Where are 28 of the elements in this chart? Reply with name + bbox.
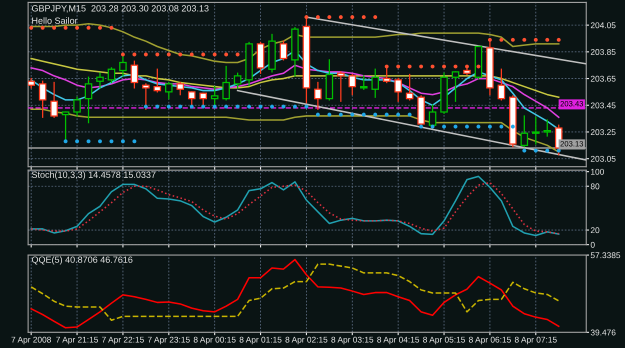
y-tick-label: 203.25	[590, 129, 616, 136]
y-tick-label: 39.476	[590, 330, 616, 336]
y-tick-label: 80	[590, 183, 600, 190]
y-tick-label: 203.85	[590, 49, 616, 55]
chart-title: Stoch(10,3,3) 14.4578 15.0337	[32, 171, 156, 180]
x-tick-label: 8 Apr 04:15	[377, 336, 420, 344]
x-tick-label: 8 Apr 06:15	[468, 336, 511, 344]
x-tick-label: 8 Apr 01:15	[240, 336, 282, 344]
y-tick-label: 20	[590, 227, 600, 234]
y-tick-label: 203.65	[590, 76, 616, 82]
x-tick-label: 7 Apr 21:15	[56, 336, 98, 344]
chart-title: QQE(5) 40.8706 46.7616	[32, 256, 132, 265]
y-tick-label: 204.05	[590, 22, 616, 28]
y-tick-label: 100	[591, 168, 604, 175]
x-tick-label: 7 Apr 22:15	[102, 336, 144, 344]
x-tick-label: 7 Apr 23:15	[148, 336, 190, 344]
x-tick-label: 8 Apr 02:15	[285, 336, 328, 344]
y-tick-label: 0	[590, 242, 595, 248]
chart-title: GBPJPY,M15 203.28 203.30 203.08 203.13	[32, 5, 209, 13]
x-tick-label: 7 Apr 2008	[11, 336, 51, 344]
y-tick-label: 203.45	[590, 102, 616, 108]
x-tick-label: 8 Apr 07:15	[514, 336, 557, 344]
x-tick-label: 8 Apr 05:15	[423, 336, 466, 344]
x-tick-label: 8 Apr 03:15	[331, 336, 374, 344]
y-tick-label: 57.3385	[590, 252, 620, 258]
y-tick-label: 203.05	[590, 156, 616, 162]
x-tick-label: 8 Apr 00:15	[194, 336, 236, 344]
annotation: Hello Sailor	[32, 17, 78, 24]
